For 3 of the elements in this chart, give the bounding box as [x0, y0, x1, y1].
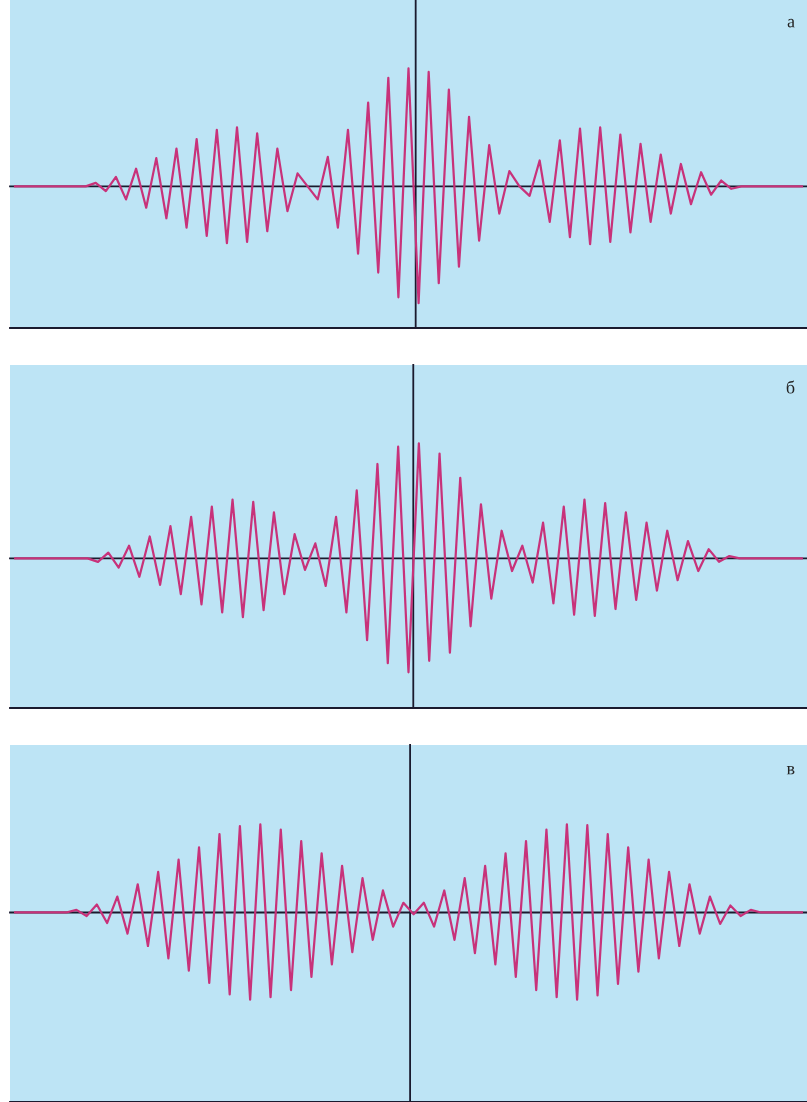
text: в [786, 766, 795, 775]
text: а [787, 18, 795, 28]
text: б [786, 380, 795, 394]
